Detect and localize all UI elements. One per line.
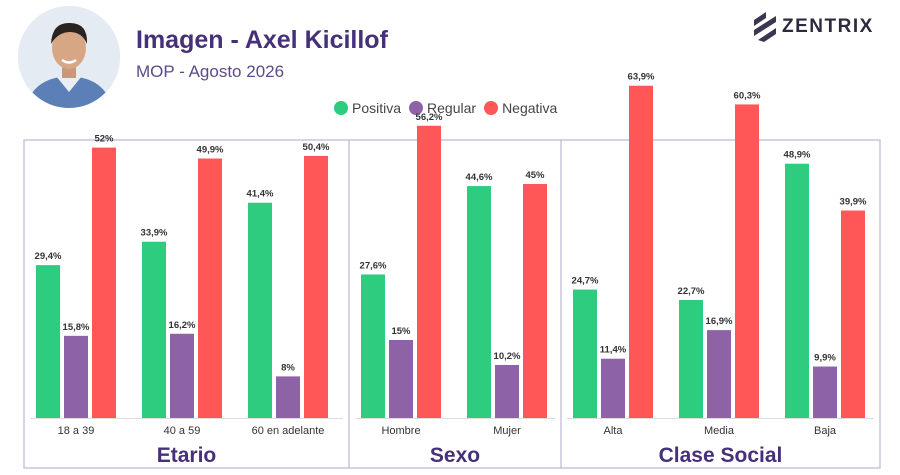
data-label-negativa: 45% [525,170,545,181]
portrait-image [18,6,120,108]
category-label: Hombre [381,425,420,437]
legend-label-positiva: Positiva [352,100,402,116]
bar-positiva [361,274,385,418]
bar-regular [707,330,731,418]
data-label-positiva: 27,6% [360,260,387,271]
data-label-regular: 16,9% [706,316,733,327]
category-label: Alta [604,425,624,437]
data-label-positiva: 44,6% [466,172,493,183]
bar-positiva [573,289,597,418]
bar-negativa [92,147,116,418]
legend-item-regular: Regular [409,100,476,116]
category-label: 18 a 39 [58,425,95,437]
data-label-regular: 11,4% [600,345,627,356]
data-label-negativa: 52% [94,134,114,145]
bar-negativa [523,184,547,418]
data-label-positiva: 48,9% [784,150,811,161]
avatar [18,6,120,108]
legend-dot-negativa [484,101,499,115]
data-label-positiva: 24,7% [572,276,599,287]
bar-regular [64,335,88,418]
legend-label-regular: Regular [427,100,477,116]
data-label-negativa: 39,9% [840,197,867,208]
bar-regular [601,358,625,418]
bar-positiva [142,241,166,418]
category-label: Baja [814,425,837,437]
data-label-negativa: 49,9% [197,145,224,156]
category-label: 60 en adelante [252,425,325,437]
bar-positiva [36,265,60,418]
data-label-regular: 15,8% [63,322,90,333]
bar-negativa [417,125,441,418]
group-title-sexo: Sexo [430,444,480,467]
bar-negativa [841,210,865,418]
data-label-regular: 10,2% [494,351,521,362]
bar-regular [495,364,519,418]
legend-label-negativa: Negativa [502,100,558,116]
bar-negativa [735,104,759,418]
data-label-negativa: 50,4% [303,142,330,153]
bar-regular [389,340,413,418]
bar-positiva [248,202,272,418]
legend-item-negativa: Negativa [484,100,557,116]
legend-dot-positiva [334,101,348,115]
chart-frame [23,139,881,469]
data-label-regular: 15% [391,326,411,337]
category-label: Mujer [493,425,521,437]
data-label-negativa: 60,3% [734,90,761,101]
data-label-regular: 9,9% [814,353,836,364]
bar-regular [813,366,837,418]
legend-item-positiva: Positiva [334,100,401,116]
bar-regular [170,333,194,418]
bar-positiva [467,186,491,418]
group-title-clase-social: Clase Social [659,444,783,467]
legend-dot-regular [409,101,424,115]
category-label: Media [704,425,735,437]
data-label-positiva: 22,7% [678,286,705,297]
brand-name: ZENTRIX [782,16,874,37]
bar-positiva [785,163,809,418]
chart-legend: Positiva Regular Negativa [334,100,565,116]
brand-logo: ZENTRIX [752,10,892,46]
page-subtitle: MOP - Agosto 2026 [136,62,285,81]
bar-positiva [679,299,703,418]
data-label-regular: 8% [281,362,295,373]
bar-negativa [304,155,328,419]
data-label-negativa: 56,2% [416,112,443,123]
bar-regular [276,376,300,418]
data-label-positiva: 41,4% [247,189,274,200]
category-label: 40 a 59 [164,425,201,437]
zentrix-logo-icon [754,12,776,42]
bar-negativa [198,158,222,418]
group-title-etario: Etario [157,444,217,467]
data-label-negativa: 63,9% [628,72,655,83]
bar-negativa [629,85,653,418]
data-label-positiva: 33,9% [141,228,168,239]
page-title: Imagen - Axel Kicillof [136,26,388,54]
data-label-positiva: 29,4% [35,251,62,262]
data-label-regular: 16,2% [169,320,196,331]
